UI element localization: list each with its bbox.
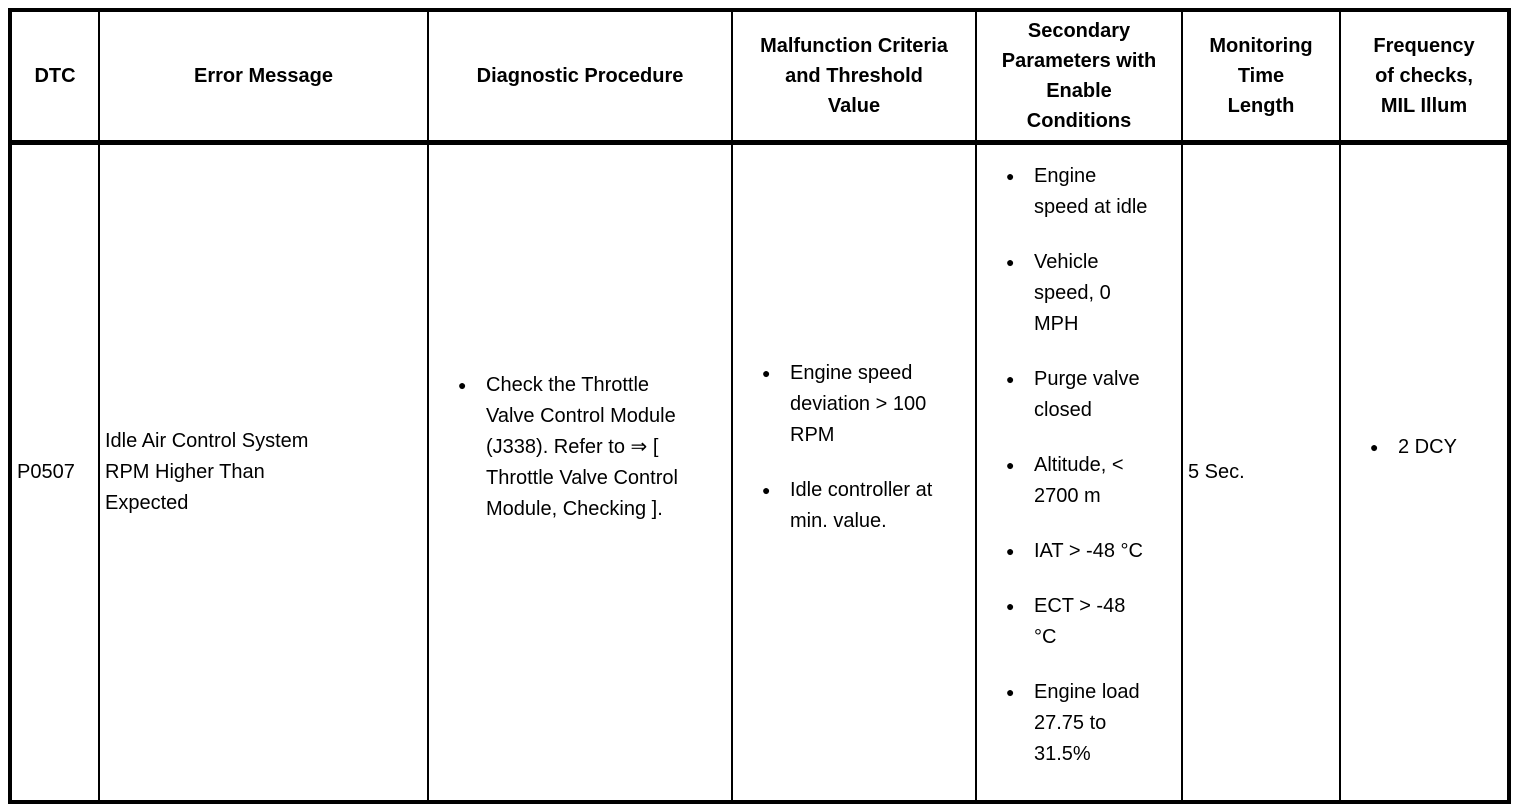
bullet-icon: ● <box>1006 457 1015 473</box>
list-item-text: ECT > -48 °C <box>1034 595 1126 648</box>
list-item-text: Engine load 27.75 to 31.5% <box>1034 681 1140 765</box>
list-item: ● Vehicle speed, 0 MPH <box>981 247 1177 340</box>
bullet-icon: ● <box>1006 371 1015 387</box>
bullet-icon: ● <box>1370 439 1379 455</box>
list-item: ● Idle controller at min. value. <box>737 475 971 537</box>
list-item: ● 2 DCY <box>1345 432 1503 463</box>
list-item: ● Engine load 27.75 to 31.5% <box>981 677 1177 770</box>
secondary-parameters-list: ● Engine speed at idle ● Vehicle speed, … <box>981 161 1177 770</box>
cell-error-message: Idle Air Control System RPM Higher Than … <box>98 141 429 803</box>
table-row: P0507 Idle Air Control System RPM Higher… <box>9 141 1510 803</box>
list-item: ● Check the Throttle Valve Control Modul… <box>433 370 727 525</box>
bullet-icon: ● <box>1006 254 1015 270</box>
list-item: ● Engine speed deviation > 100 RPM <box>737 358 971 451</box>
list-item: ● IAT > -48 °C <box>981 536 1177 567</box>
list-item-text: 2 DCY <box>1398 436 1457 458</box>
cell-dtc: P0507 <box>9 141 100 803</box>
list-item-text: Vehicle speed, 0 MPH <box>1034 251 1111 335</box>
list-item-text: Engine speed deviation > 100 RPM <box>790 362 927 446</box>
bullet-icon: ● <box>1006 684 1015 700</box>
col-header-error-message: Error Message <box>98 9 429 145</box>
col-header-dtc: DTC <box>9 9 100 145</box>
frequency-list: ● 2 DCY <box>1345 432 1503 463</box>
cell-malfunction-criteria: ● Engine speed deviation > 100 RPM ● Idl… <box>731 141 977 803</box>
list-item: ● Altitude, < 2700 m <box>981 450 1177 512</box>
header-row: DTC Error Message Diagnostic Procedure M… <box>9 9 1510 145</box>
bullet-icon: ● <box>1006 598 1015 614</box>
list-item-text: Altitude, < 2700 m <box>1034 454 1124 507</box>
col-header-monitoring-time: Monitoring Time Length <box>1181 9 1341 145</box>
list-item-text: IAT > -48 °C <box>1034 540 1143 562</box>
cell-monitoring-time: 5 Sec. <box>1181 141 1341 803</box>
list-item-text: Check the Throttle Valve Control Module … <box>486 374 678 520</box>
bullet-icon: ● <box>762 365 771 381</box>
cell-frequency: ● 2 DCY <box>1339 141 1510 803</box>
list-item: ● ECT > -48 °C <box>981 591 1177 653</box>
bullet-icon: ● <box>762 482 771 498</box>
col-header-diagnostic-procedure: Diagnostic Procedure <box>427 9 733 145</box>
col-header-secondary-parameters: Secondary Parameters with Enable Conditi… <box>975 9 1183 145</box>
cell-diagnostic-procedure: ● Check the Throttle Valve Control Modul… <box>427 141 733 803</box>
list-item-text: Engine speed at idle <box>1034 165 1148 218</box>
bullet-icon: ● <box>458 377 467 393</box>
list-item: ● Purge valve closed <box>981 364 1177 426</box>
bullet-icon: ● <box>1006 168 1015 184</box>
list-item-text: Purge valve closed <box>1034 368 1140 421</box>
dtc-table: DTC Error Message Diagnostic Procedure M… <box>8 8 1511 804</box>
col-header-malfunction-criteria: Malfunction Criteria and Threshold Value <box>731 9 977 145</box>
list-item: ● Engine speed at idle <box>981 161 1177 223</box>
malfunction-criteria-list: ● Engine speed deviation > 100 RPM ● Idl… <box>737 358 971 537</box>
cell-secondary-parameters: ● Engine speed at idle ● Vehicle speed, … <box>975 141 1183 803</box>
col-header-frequency: Frequency of checks, MIL Illum <box>1339 9 1510 145</box>
bullet-icon: ● <box>1006 543 1015 559</box>
list-item-text: Idle controller at min. value. <box>790 479 933 532</box>
diagnostic-procedure-list: ● Check the Throttle Valve Control Modul… <box>433 370 727 525</box>
